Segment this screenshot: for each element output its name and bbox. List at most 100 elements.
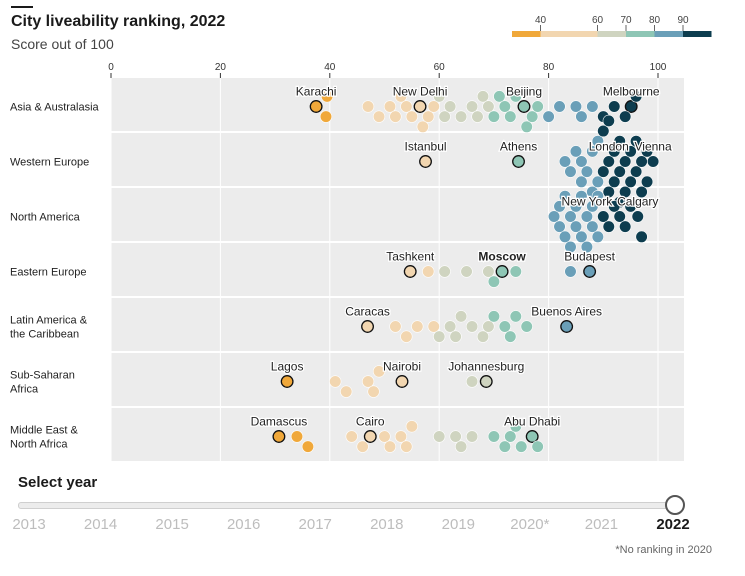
city-dot-karachi (309, 100, 323, 113)
legend-tick-label-0: 40 (535, 15, 547, 26)
x-tick-label-4: 80 (543, 62, 555, 73)
city-dot-6-6 (356, 440, 369, 453)
city-dot-0-22 (476, 90, 490, 103)
city-dot-1-29 (635, 155, 648, 168)
city-dot-0-35 (575, 110, 588, 123)
city-dot-6-5 (345, 430, 358, 443)
city-dot-4-8 (449, 330, 462, 343)
legend-bin-4 (654, 31, 683, 37)
city-label-cairo: Cairo (356, 415, 385, 429)
city-dot-6-13 (449, 430, 462, 443)
city-dot-1-6 (569, 145, 583, 158)
city-dot-1-5 (564, 165, 577, 178)
city-dot-5-3 (329, 375, 342, 388)
region-label-5-0: Sub-Saharan (10, 370, 75, 382)
city-dot-6-20 (515, 440, 528, 453)
city-label-budapest: Budapest (564, 250, 615, 264)
city-dot-4-2 (389, 320, 402, 333)
city-dot-4-10 (465, 320, 479, 333)
legend-bin-1 (540, 31, 598, 37)
city-dot-4-13 (487, 310, 501, 323)
city-dot-3-3 (422, 265, 435, 278)
city-dot-calgary (631, 210, 644, 223)
year-option-2015[interactable]: 2015 (155, 516, 189, 533)
city-dot-new-delhi (413, 100, 427, 113)
x-tick-label-5: 100 (650, 62, 667, 73)
city-dot-4-12 (482, 320, 495, 333)
year-option-2016[interactable]: 2016 (226, 516, 261, 533)
city-dot-5-4 (340, 385, 353, 398)
city-dot-0-20 (465, 100, 479, 113)
city-dot-6-8 (383, 440, 397, 453)
year-option-2014[interactable]: 2014 (83, 516, 118, 533)
city-dot-1-12 (591, 175, 604, 188)
x-tick-label-3: 60 (434, 62, 446, 73)
city-dot-3-9 (564, 265, 577, 278)
city-dot-1-19 (608, 175, 621, 188)
city-dot-0-15 (427, 100, 440, 113)
city-dot-4-6 (433, 330, 446, 343)
year-slider-handle[interactable] (665, 495, 685, 515)
region-label-1-0: Western Europe (10, 157, 89, 169)
chart-title: City liveability ranking, 2022 (11, 13, 226, 30)
city-dot-0-26 (498, 100, 511, 113)
city-dot-5-5 (361, 375, 375, 388)
city-dot-6-18 (504, 430, 517, 443)
city-dot-4-4 (411, 320, 424, 333)
footnote: *No ranking in 2020 (615, 544, 712, 556)
city-dot-2-2 (547, 210, 561, 223)
region-label-4-0: Latin America & (10, 315, 88, 327)
city-dot-3-5 (460, 265, 473, 278)
city-dot-0-31 (531, 100, 544, 113)
region-label-6-0: Middle East & (10, 425, 79, 437)
legend-bin-0 (512, 31, 541, 37)
year-option-2020[interactable]: 2020* (510, 516, 550, 533)
city-dot-0-24 (487, 110, 501, 123)
city-dot-1-26 (624, 175, 637, 188)
city-dot-1-20 (613, 165, 626, 178)
city-dot-0-7 (372, 110, 386, 123)
legend-bin-5 (683, 31, 712, 37)
city-label-istanbul: Istanbul (405, 140, 447, 154)
city-dot-london (602, 155, 615, 168)
year-option-2013[interactable]: 2013 (12, 516, 46, 533)
city-dot-0-18 (444, 100, 457, 113)
city-dot-0-16 (433, 90, 446, 103)
city-dot-5-7 (372, 365, 386, 378)
city-dot-4-9 (454, 310, 468, 323)
city-dot-2-24 (635, 230, 648, 243)
city-dot-2-19 (602, 220, 615, 233)
city-dot-0-19 (454, 110, 468, 123)
city-label-lagos: Lagos (271, 360, 304, 374)
city-label-buenos-aires: Buenos Aires (531, 305, 602, 319)
city-dot-cairo (363, 430, 377, 443)
year-option-2017[interactable]: 2017 (298, 516, 332, 533)
city-dot-0-11 (400, 100, 413, 113)
city-dot-1-9 (580, 165, 593, 178)
city-dot-1-16 (602, 185, 615, 199)
city-dot-2-10 (569, 200, 583, 213)
year-option-2018[interactable]: 2018 (370, 516, 404, 533)
city-dot-0-12 (405, 110, 418, 123)
city-dot-0-29 (520, 120, 533, 133)
city-dot-0-27 (504, 110, 517, 123)
city-dot-beijing (517, 100, 531, 113)
year-option-2021[interactable]: 2021 (584, 516, 619, 533)
x-tick-label-0: 0 (108, 62, 114, 73)
city-dot-1-23 (619, 155, 632, 168)
city-label-new-delhi: New Delhi (393, 85, 448, 99)
city-dot-0-14 (422, 110, 435, 123)
city-dot-2-9 (569, 220, 583, 233)
city-dot-0-13 (416, 120, 429, 133)
region-label-4-1: the Caribbean (10, 329, 79, 341)
city-dot-3-8 (509, 265, 522, 278)
year-option-2019[interactable]: 2019 (441, 516, 476, 533)
city-dot-3-7 (487, 275, 501, 288)
city-dot-1-21 (613, 135, 626, 148)
city-dot-2-18 (597, 210, 610, 223)
city-dot-1-13 (591, 135, 604, 148)
city-dot-2-3 (553, 220, 566, 233)
year-slider-track[interactable] (18, 502, 676, 509)
city-dot-buenos-aires (560, 320, 574, 333)
year-option-2022[interactable]: 2022 (656, 516, 690, 533)
